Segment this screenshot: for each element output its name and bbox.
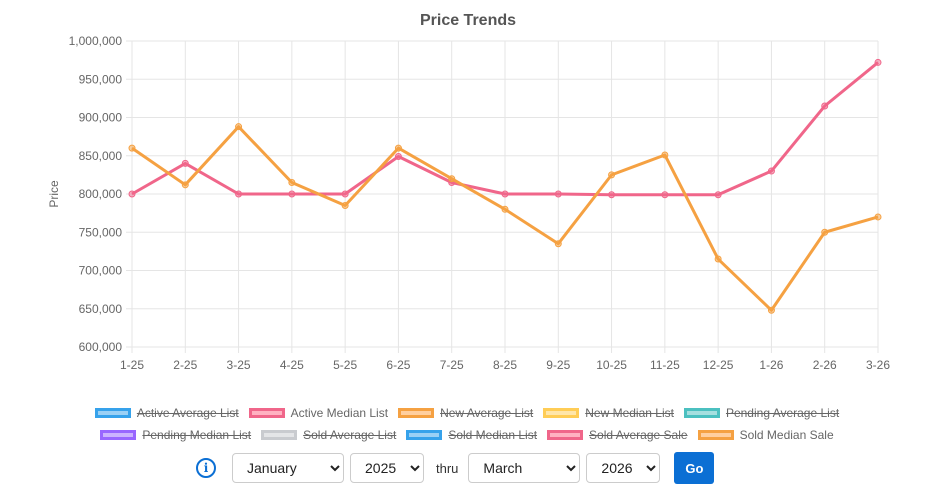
- legend-label: Pending Average List: [725, 406, 840, 420]
- legend-swatch: [94, 408, 131, 418]
- price-trends-chart: Price Trends Price 1,000,000 950,000 900,0…: [47, 12, 891, 372]
- y-tick-label: 800,000: [79, 187, 123, 201]
- data-point: [181, 159, 189, 167]
- legend-label: Sold Average List: [303, 428, 397, 442]
- legend-item[interactable]: Active Median List: [248, 406, 389, 420]
- legend-label: Pending Median List: [142, 428, 252, 442]
- data-point: [394, 153, 402, 161]
- data-point: [608, 171, 616, 179]
- legend-row: Pending Median List Sold Average List Sold…: [0, 424, 934, 446]
- data-point: [554, 240, 562, 248]
- x-tick-label: 2-25: [173, 358, 197, 372]
- x-tick-label: 3-26: [866, 358, 890, 372]
- legend-swatch: [683, 408, 720, 418]
- legend-item[interactable]: Pending Median List: [100, 428, 251, 442]
- data-point: [661, 151, 669, 159]
- data-point: [714, 255, 722, 263]
- data-point: [767, 167, 775, 175]
- data-point: [821, 102, 829, 110]
- legend-swatch: [406, 430, 443, 440]
- data-point: [554, 190, 562, 198]
- x-tick-label: 1-26: [759, 358, 783, 372]
- legend-item[interactable]: New Median List: [543, 406, 674, 420]
- y-tick-label: 650,000: [79, 302, 123, 316]
- legend-swatch: [100, 430, 137, 440]
- legend-swatch: [398, 408, 435, 418]
- data-point: [128, 190, 136, 198]
- data-point: [341, 190, 349, 198]
- data-point: [128, 144, 136, 152]
- date-range-controls: i January 2025 thru March 2026 Go: [196, 452, 715, 484]
- y-tick-label: 950,000: [79, 72, 123, 86]
- data-point: [235, 123, 243, 131]
- legend-row: Active Average List Active Median List New…: [0, 402, 934, 424]
- y-tick-label: 1,000,000: [69, 34, 123, 48]
- data-point: [501, 190, 509, 198]
- legend-label: New Average List: [440, 406, 534, 420]
- data-point: [235, 190, 243, 198]
- data-point: [714, 191, 722, 199]
- legend-item[interactable]: Sold Average List: [261, 428, 396, 442]
- legend: Active Average List Active Median List New…: [0, 402, 934, 446]
- x-tick-label: 7-25: [440, 358, 464, 372]
- legend-label: Sold Average Sale: [589, 428, 688, 442]
- legend-swatch: [248, 408, 285, 418]
- x-tick-label: 11-25: [650, 358, 680, 372]
- data-point: [874, 58, 882, 66]
- data-point: [821, 228, 829, 236]
- start-month-select[interactable]: January: [232, 453, 344, 483]
- x-tick-label: 6-25: [386, 358, 410, 372]
- legend-label: Sold Median List: [448, 428, 538, 442]
- legend-item[interactable]: Active Average List: [94, 406, 239, 420]
- y-tick-label: 900,000: [79, 111, 123, 125]
- legend-item[interactable]: New Average List: [398, 406, 533, 420]
- x-tick-label: 10-25: [596, 358, 627, 372]
- x-tick-label: 1-25: [120, 358, 144, 372]
- data-point: [181, 181, 189, 189]
- x-tick-label: 4-25: [280, 358, 304, 372]
- y-tick-label: 750,000: [79, 225, 123, 239]
- legend-label: Active Average List: [136, 406, 239, 420]
- data-point: [767, 306, 775, 314]
- x-tick-label: 5-25: [333, 358, 357, 372]
- legend-swatch: [261, 430, 298, 440]
- data-point: [874, 213, 882, 221]
- legend-swatch: [697, 430, 734, 440]
- series-layer: [128, 58, 882, 314]
- info-icon[interactable]: i: [196, 458, 216, 478]
- x-tick-label: 2-26: [813, 358, 837, 372]
- legend-item[interactable]: Sold Median Sale: [697, 428, 834, 442]
- y-axis-label: Price: [47, 180, 61, 208]
- x-tick-label: 12-25: [703, 358, 734, 372]
- legend-item[interactable]: Sold Median List: [406, 428, 537, 442]
- data-point: [608, 191, 616, 199]
- y-tick-label: 850,000: [79, 149, 123, 163]
- data-point: [288, 179, 296, 187]
- data-point: [448, 175, 456, 183]
- end-month-select[interactable]: March: [468, 453, 581, 483]
- legend-label: New Median List: [585, 406, 674, 420]
- end-year-select[interactable]: 2026: [586, 453, 661, 483]
- data-point: [394, 144, 402, 152]
- y-tick-label: 700,000: [79, 264, 123, 278]
- legend-item[interactable]: Sold Average Sale: [547, 428, 688, 442]
- x-tick-label: 8-25: [493, 358, 517, 372]
- go-button[interactable]: Go: [674, 452, 715, 484]
- data-point: [661, 191, 669, 199]
- thru-label: thru: [436, 460, 459, 476]
- legend-item[interactable]: Pending Average List: [683, 406, 840, 420]
- legend-swatch: [543, 408, 580, 418]
- x-tick-label: 9-25: [546, 358, 570, 372]
- data-point: [288, 190, 296, 198]
- data-point: [341, 201, 349, 209]
- data-point: [501, 205, 509, 213]
- chart-title: Price Trends: [420, 12, 516, 29]
- legend-label: Sold Median Sale: [739, 428, 834, 442]
- y-tick-label: 600,000: [79, 340, 123, 354]
- legend-swatch: [547, 430, 584, 440]
- axes: 1,000,000 950,000 900,000 850,000 800,000 750…: [69, 34, 891, 372]
- x-tick-label: 3-25: [227, 358, 251, 372]
- legend-label: Active Median List: [290, 406, 389, 420]
- start-year-select[interactable]: 2025: [350, 453, 424, 483]
